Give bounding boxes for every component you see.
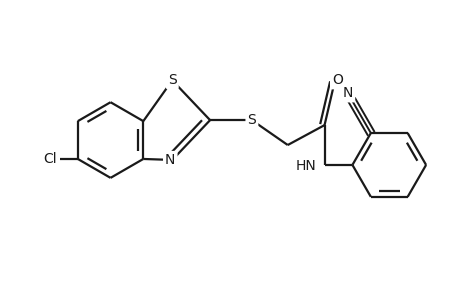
Text: HN: HN	[295, 159, 316, 173]
Text: S: S	[168, 73, 176, 87]
Text: N: N	[165, 153, 175, 167]
Text: O: O	[331, 73, 342, 87]
Text: Cl: Cl	[43, 152, 56, 166]
Text: N: N	[342, 86, 353, 100]
Text: S: S	[247, 113, 256, 127]
